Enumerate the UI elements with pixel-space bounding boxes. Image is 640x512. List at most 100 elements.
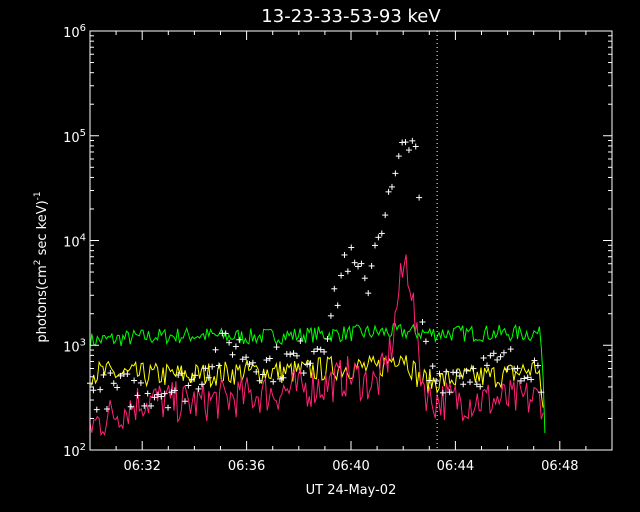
series-3-point [90, 387, 97, 394]
series-3-point [141, 402, 148, 409]
series-1-line [89, 354, 544, 408]
series-3-point [202, 365, 209, 372]
series-3-point [161, 390, 168, 397]
series-3-point [477, 383, 484, 390]
series-3-point [372, 242, 379, 249]
series-3-point [151, 394, 158, 401]
series-3-point [100, 371, 107, 378]
y-tick-base: 10 [63, 131, 80, 146]
series-3-point [487, 352, 494, 359]
series-3-point [273, 344, 280, 351]
series-3-point [263, 357, 270, 364]
series-3-point [443, 368, 450, 375]
series-3-point [514, 365, 521, 372]
series-3-point [351, 259, 358, 266]
x-tick-label: 06:32 [123, 459, 160, 474]
series-3-point [341, 251, 348, 258]
series-3-point [314, 345, 321, 352]
y-tick-label: 105 [63, 128, 86, 146]
x-tick-label: 06:48 [541, 459, 578, 474]
y-tick-label: 102 [63, 442, 86, 460]
series-3-point [494, 356, 501, 363]
series-3-point [324, 335, 331, 342]
series-3-point [232, 343, 239, 350]
series-3-point [253, 368, 260, 375]
series-2-line [89, 254, 544, 437]
series-3-point [148, 402, 155, 409]
series-3-point [433, 377, 440, 384]
series-3-point [266, 355, 273, 362]
series-3-point [154, 391, 161, 398]
series-3-point [385, 188, 392, 195]
series-3-point [246, 361, 253, 368]
series-3-point [144, 390, 151, 397]
series-3-point [307, 360, 314, 367]
series-3-point [249, 359, 256, 366]
series-3-point [395, 153, 402, 160]
series-3-point [290, 350, 297, 357]
y-axis-label-sup2: -1 [33, 191, 43, 200]
series-3-point [124, 371, 131, 378]
series-3-point [470, 365, 477, 372]
series-3-point [507, 346, 514, 353]
series-3-point [114, 384, 121, 391]
y-tick-base: 10 [63, 26, 80, 41]
series-3-point [97, 386, 104, 393]
series-3-point [483, 362, 490, 369]
series-3-point [524, 374, 531, 381]
series-3-point [467, 379, 474, 386]
series-3-point [497, 353, 504, 360]
series-3-point [405, 147, 412, 154]
series-3-point [195, 385, 202, 392]
y-tick-label: 106 [63, 23, 86, 41]
series-3-point [327, 312, 334, 319]
series-3-point [419, 318, 426, 325]
series-3-point [490, 350, 497, 357]
series-0-line [89, 323, 546, 434]
series-3-point [534, 362, 541, 369]
series-3-point [178, 370, 185, 377]
series-3-point [300, 370, 307, 377]
series-3-point [134, 392, 141, 399]
series-3-point [110, 380, 117, 387]
series-3-point [310, 348, 317, 355]
series-3-point [158, 393, 165, 400]
y-axis-label: photons(cm2 sec keV)-1 [33, 191, 50, 342]
series-3-point [436, 370, 443, 377]
series-3-point [338, 272, 345, 279]
y-axis-label-main: photons(cm [35, 265, 50, 342]
x-tick-label: 06:36 [228, 459, 265, 474]
series-3-point [416, 194, 423, 201]
y-tick-exp: 5 [80, 128, 86, 139]
series-layer [87, 137, 546, 437]
series-3-point [402, 139, 409, 146]
series-3-point [348, 244, 355, 251]
series-3-point [212, 346, 219, 353]
series-3-point [538, 389, 545, 396]
y-tick-label: 103 [63, 337, 86, 355]
series-3-point [521, 375, 528, 382]
series-3-point [500, 349, 507, 356]
series-3-point [175, 371, 182, 378]
series-3-point [456, 373, 463, 380]
series-3-point [137, 379, 144, 386]
series-3-point [504, 366, 511, 373]
series-3-point [426, 377, 433, 384]
series-3-point [229, 351, 236, 358]
y-tick-base: 10 [63, 340, 80, 355]
series-3-point [182, 398, 189, 405]
series-3-point [334, 302, 341, 309]
series-3-point [429, 363, 436, 370]
series-3-point [355, 263, 362, 270]
y-tick-exp: 3 [80, 337, 86, 348]
series-3-point [531, 357, 538, 364]
series-3-point [103, 406, 110, 413]
series-3-point [188, 376, 195, 383]
series-3-point [331, 285, 338, 292]
series-3-point [528, 376, 535, 383]
series-3-point [93, 406, 100, 413]
series-3-point [361, 275, 368, 282]
series-3-point [131, 377, 138, 384]
